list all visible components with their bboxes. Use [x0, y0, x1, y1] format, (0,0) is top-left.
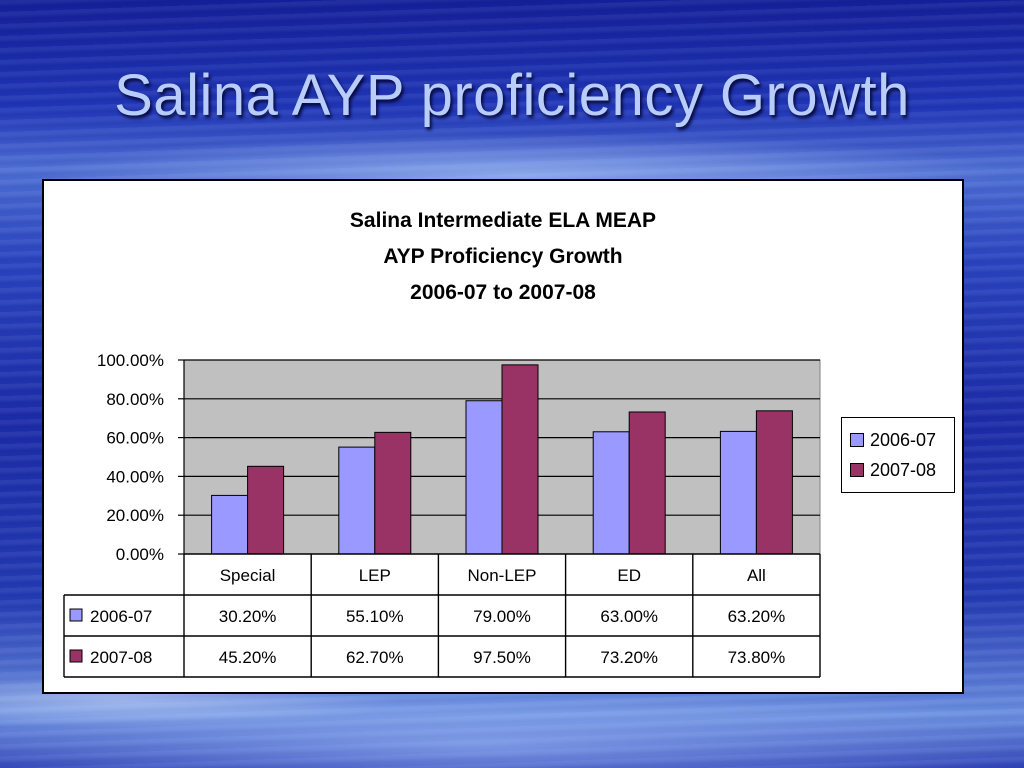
table-value-2006-07-Special: 30.20%: [219, 607, 277, 626]
legend-swatch-2007-08: [850, 463, 864, 477]
table-value-2006-07-Non-LEP: 79.00%: [473, 607, 531, 626]
legend-label-2007-08: 2007-08: [870, 459, 937, 480]
table-value-2007-08-ED: 73.20%: [600, 648, 658, 667]
legend-label-2006-07: 2006-07: [870, 429, 937, 450]
bar-2007-08-ED: [628, 411, 666, 555]
bar-chart: 0.00% 20.00% 40.00% 60.00% 80.00% 100.00% Spec…: [63, 351, 821, 678]
bar-2006-07-ED: [592, 431, 630, 555]
table-value-2007-08-Non-LEP: 97.50%: [473, 648, 531, 667]
table-swatch-2006-07: [69, 608, 83, 622]
table-value-2006-07-LEP: 55.10%: [346, 607, 404, 626]
table-value-2007-08-All: 73.80%: [728, 648, 786, 667]
bar-2007-08-Non-LEP: [501, 364, 539, 555]
y-tick-label: 0.00%: [116, 545, 164, 564]
table-series-label-2006-07: 2006-07: [90, 607, 152, 626]
legend-item-2006-07: 2006-07: [850, 428, 936, 452]
y-tick-label: 40.00%: [106, 467, 164, 486]
y-tick-label: 60.00%: [106, 429, 164, 448]
slide-title: Salina AYP proficiency Growth: [114, 63, 910, 128]
category-label-all: All: [747, 566, 766, 585]
chart-legend: 2006-07 2007-08: [841, 417, 955, 493]
y-tick-label: 80.00%: [106, 390, 164, 409]
legend-item-2007-08: 2007-08: [850, 458, 936, 482]
category-label-ed: ED: [617, 566, 641, 585]
bar-2006-07-Non-LEP: [465, 400, 503, 555]
table-value-2007-08-LEP: 62.70%: [346, 648, 404, 667]
bar-2007-08-LEP: [374, 431, 412, 555]
bar-2006-07-Special: [211, 494, 249, 555]
table-value-2006-07-All: 63.20%: [728, 607, 786, 626]
bar-2006-07-LEP: [338, 446, 376, 555]
chart-panel: Salina Intermediate ELA MEAP AYP Profici…: [42, 179, 964, 694]
table-value-2006-07-ED: 63.00%: [600, 607, 658, 626]
table-swatch-2007-08: [69, 649, 83, 663]
chart-title: Salina Intermediate ELA MEAP AYP Profici…: [44, 203, 962, 311]
category-label-lep: LEP: [359, 566, 391, 585]
bar-2007-08-Special: [247, 465, 285, 555]
chart-title-line-2: AYP Proficiency Growth: [383, 245, 623, 268]
category-label-non-lep: Non-LEP: [468, 566, 537, 585]
category-label-special: Special: [220, 566, 276, 585]
chart-title-line-3: 2006-07 to 2007-08: [410, 281, 596, 304]
bar-2006-07-All: [719, 430, 757, 555]
chart-title-line-1: Salina Intermediate ELA MEAP: [349, 209, 657, 232]
y-tick-label: 20.00%: [106, 506, 164, 525]
table-value-2007-08-Special: 45.20%: [219, 648, 277, 667]
y-tick-label: 100.00%: [97, 351, 164, 370]
bar-2007-08-All: [755, 410, 793, 555]
table-series-label-2007-08: 2007-08: [90, 648, 152, 667]
legend-swatch-2006-07: [850, 433, 864, 447]
